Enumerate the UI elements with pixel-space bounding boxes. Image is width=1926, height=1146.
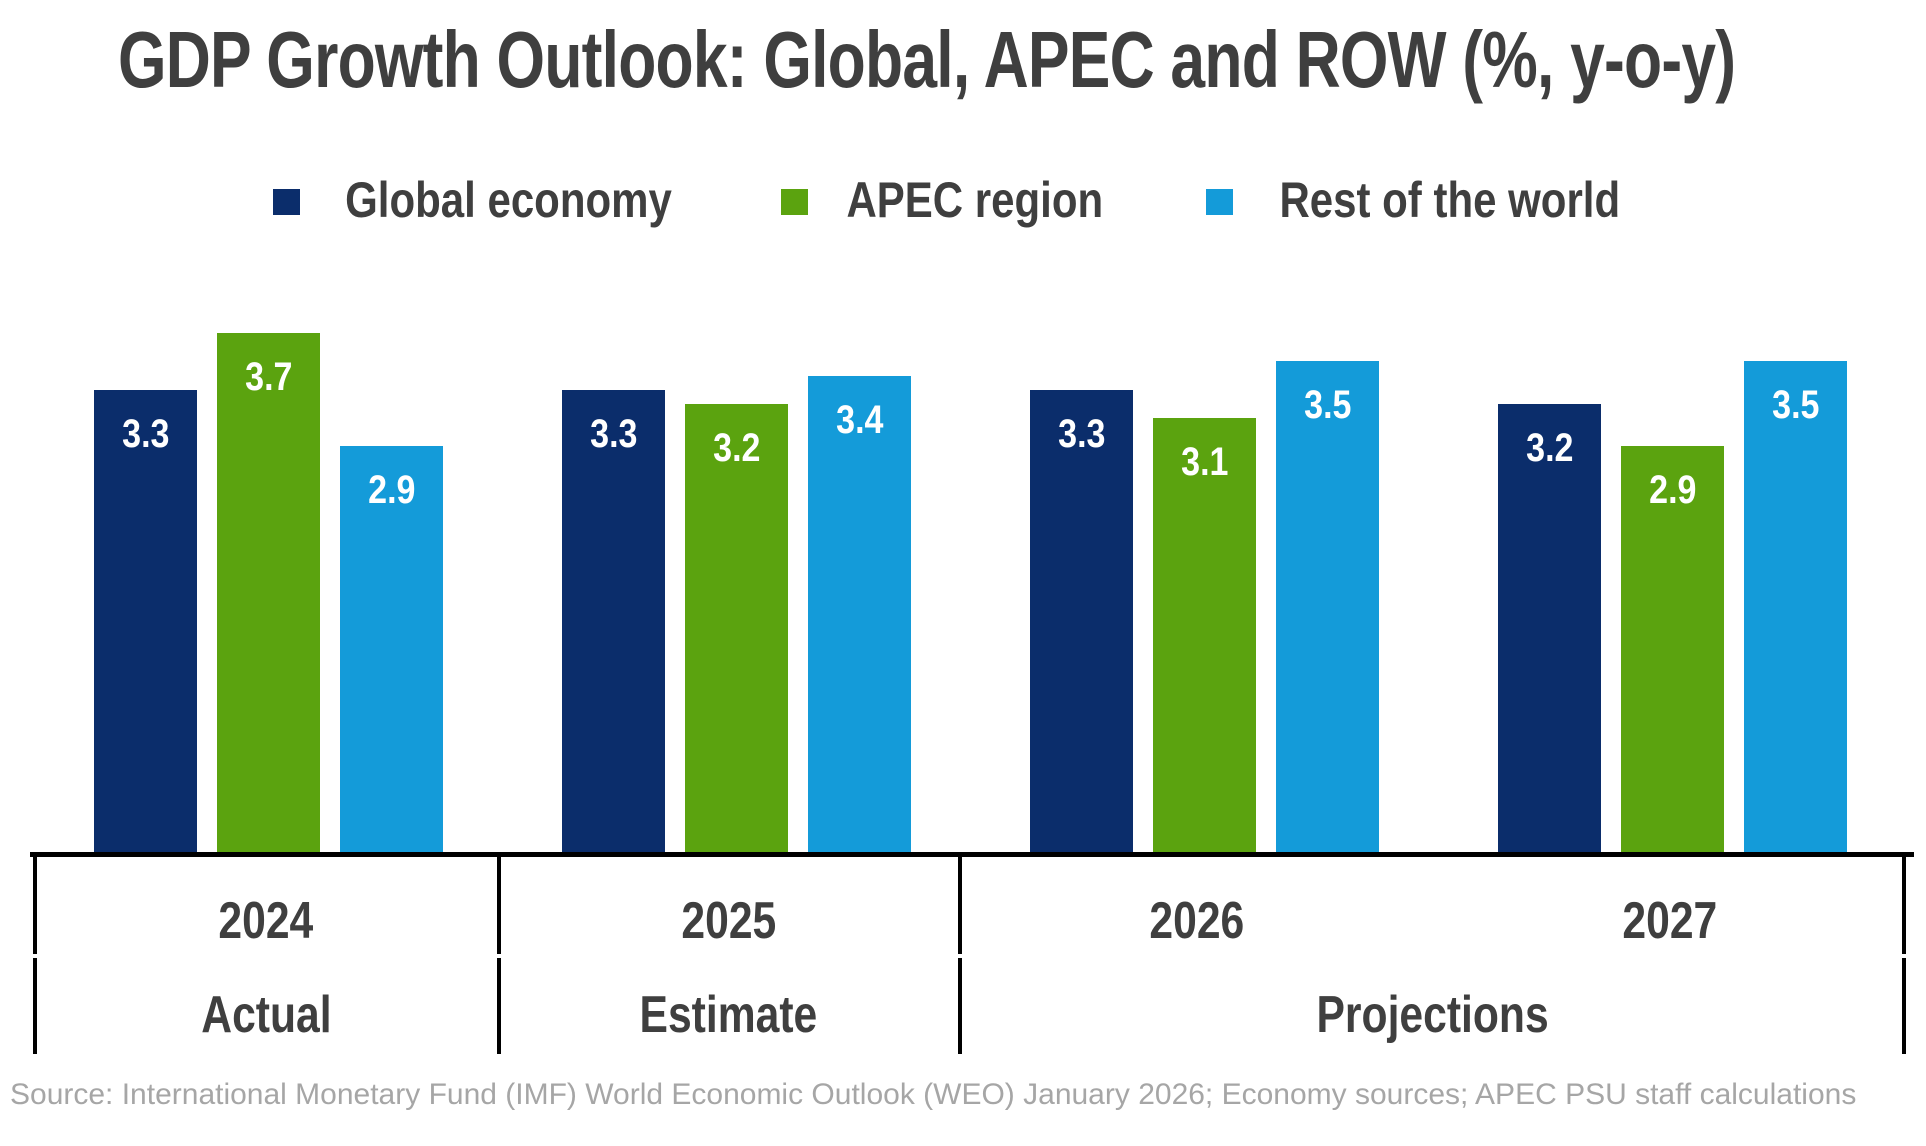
bar-value-label: 3.5: [1771, 383, 1820, 427]
bar-rest-of-the-world-2027: 3.5: [1744, 361, 1847, 855]
bar-rest-of-the-world-2026: 3.5: [1276, 361, 1379, 855]
legend-item-global-economy: Global economy: [273, 171, 703, 229]
bar-value-label: 3.5: [1303, 383, 1352, 427]
bar-value-label: 3.3: [1057, 412, 1106, 456]
legend-swatch-icon: [781, 189, 809, 215]
period-label-projections: Projections: [1316, 986, 1550, 1044]
axis-divider-2024-2025-lower: [497, 958, 501, 1054]
bar-global-economy-2024: 3.3: [94, 390, 197, 855]
legend-label: APEC region: [846, 172, 1104, 228]
bar-apec-region-2026: 3.1: [1153, 418, 1256, 855]
legend-swatch-icon: [1205, 189, 1233, 215]
bar-value-label: 3.2: [1525, 426, 1574, 470]
bar-value-label: 3.3: [589, 412, 638, 456]
source-note: Source: International Monetary Fund (IMF…: [10, 1078, 1920, 1112]
axis-divider-2025-2026-lower: [958, 958, 962, 1054]
plot-area: 3.3 3.7 2.9 3.3 3.2 3.4 3.3 3.1 3.5 3.2 2.9 3.5: [94, 333, 1847, 855]
axis-divider-right: [1902, 857, 1906, 954]
bar-apec-region-2027: 2.9: [1621, 446, 1724, 855]
legend-swatch-icon: [273, 189, 301, 215]
source-note-text: Source: International Monetary Fund (IMF…: [10, 1078, 1857, 1111]
year-label-2025: 2025: [681, 892, 776, 950]
legend-label: Global economy: [345, 172, 673, 228]
bar-value-label: 3.4: [835, 398, 884, 442]
axis-divider-left: [33, 857, 37, 954]
bar-global-economy-2026: 3.3: [1030, 390, 1133, 855]
legend-item-rest-of-the-world: Rest of the world: [1205, 171, 1653, 229]
axis-divider-left-lower: [33, 958, 37, 1054]
chart-legend: Global economy APEC region Rest of the wor…: [0, 168, 1926, 232]
bar-apec-region-2025: 3.2: [685, 404, 788, 855]
axis-divider-2024-2025: [497, 857, 501, 954]
bar-value-label: 3.3: [121, 412, 170, 456]
bar-value-label: 3.1: [1180, 440, 1229, 484]
axis-divider-right-lower: [1902, 958, 1906, 1054]
year-label-2026: 2026: [1149, 892, 1244, 950]
x-axis-line: [30, 852, 1914, 857]
bar-rest-of-the-world-2025: 3.4: [808, 376, 911, 855]
bar-value-label: 3.7: [244, 355, 293, 399]
legend-item-apec-region: APEC region: [781, 171, 1128, 229]
bar-value-label: 2.9: [367, 468, 416, 512]
bar-value-label: 2.9: [1648, 468, 1697, 512]
period-label-estimate: Estimate: [639, 986, 818, 1044]
period-label-actual: Actual: [200, 986, 332, 1044]
bar-apec-region-2024: 3.7: [217, 333, 320, 855]
chart-title-text: GDP Growth Outlook: Global, APEC and ROW…: [118, 15, 1736, 104]
year-label-2027: 2027: [1622, 892, 1717, 950]
bar-global-economy-2025: 3.3: [562, 390, 665, 855]
axis-divider-2025-2026: [958, 857, 962, 954]
year-label-2024: 2024: [218, 892, 314, 950]
bar-value-label: 3.2: [712, 426, 761, 470]
bar-global-economy-2027: 3.2: [1498, 404, 1601, 855]
legend-label: Rest of the world: [1279, 172, 1621, 228]
bar-rest-of-the-world-2024: 2.9: [340, 446, 443, 855]
chart-title: GDP Growth Outlook: Global, APEC and ROW…: [118, 14, 1926, 106]
